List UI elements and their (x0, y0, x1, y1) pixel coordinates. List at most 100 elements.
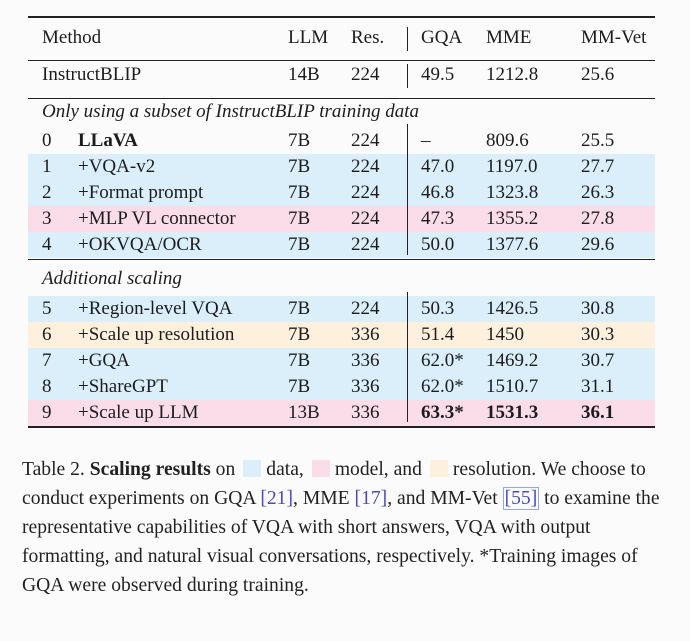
section1-title: Only using a subset of InstructBLIP trai… (42, 101, 420, 122)
row-mmvet: 36.1 (581, 402, 615, 423)
row-index: 1 (42, 156, 52, 177)
section1-rule (28, 259, 655, 260)
legend-data: data, (266, 459, 304, 480)
caption-text1: We choose to conduct experiments on GQA (22, 459, 646, 509)
header-mmvet: MM-Vet (581, 27, 647, 48)
row-index: 0 (42, 130, 52, 151)
caption-title: Scaling results (89, 459, 211, 480)
section2-vsep (407, 292, 408, 422)
baseline-rule (28, 98, 655, 99)
row-gqa: 46.8 (421, 182, 455, 203)
row-index: 5 (42, 298, 52, 319)
row-gqa: 62.0* (421, 350, 464, 371)
caption-text-and: , and (387, 488, 426, 509)
row-res: 336 (351, 376, 380, 397)
model-swatch (311, 460, 330, 477)
header-res: Res. (351, 27, 385, 48)
row-mme: 809.6 (486, 130, 529, 151)
row-gqa: 47.0 (421, 156, 455, 177)
row-method: +ShareGPT (78, 376, 168, 397)
row-mme: 1355.2 (486, 208, 539, 229)
row-res: 224 (351, 156, 380, 177)
caption-footnote: *Training images of GQA were observed du… (22, 546, 638, 596)
row-llm: 7B (288, 376, 311, 397)
row-res: 336 (351, 324, 380, 345)
header-vsep (407, 27, 408, 51)
row-index: 6 (42, 324, 52, 345)
baseline-row: InstructBLIP 14B 224 49.5 1212.8 25.6 (28, 62, 655, 88)
row-method: +Scale up LLM (78, 402, 199, 423)
header-llm: LLM (288, 27, 329, 48)
baseline-gqa: 49.5 (421, 64, 455, 85)
row-mmvet: 25.5 (581, 130, 615, 151)
row-mmvet: 30.7 (581, 350, 615, 371)
row-mme: 1531.3 (486, 402, 539, 423)
row-method: +VQA-v2 (78, 156, 156, 177)
row-res: 224 (351, 182, 380, 203)
table-caption: Table 2. Scaling results on data, model, a… (22, 455, 662, 600)
row-gqa: 50.0 (421, 234, 455, 255)
row-index: 8 (42, 376, 52, 397)
table-row: 6 +Scale up resolution 7B 336 51.4 1450 30.3 (28, 322, 655, 348)
caption-label: Table 2. (22, 459, 85, 480)
row-method: +Scale up resolution (78, 324, 235, 345)
caption-text-mmvet: MM-Vet (430, 488, 498, 509)
citation-mmvet[interactable]: [55] (502, 487, 540, 510)
row-res: 336 (351, 350, 380, 371)
row-res: 224 (351, 234, 380, 255)
row-method: +MLP VL connector (78, 208, 236, 229)
row-gqa: 47.3 (421, 208, 455, 229)
caption-text-mme: , MME (293, 488, 350, 509)
citation-gqa[interactable]: [21] (260, 488, 294, 509)
data-swatch (243, 460, 262, 477)
row-mme: 1450 (486, 324, 524, 345)
row-gqa: 63.3* (421, 402, 464, 423)
row-mmvet: 29.6 (581, 234, 615, 255)
table-row: 0 LLaVA 7B 224 – 809.6 25.5 (28, 128, 655, 154)
row-llm: 7B (288, 234, 311, 255)
row-mme: 1510.7 (486, 376, 539, 397)
baseline-vsep (407, 64, 408, 88)
row-res: 224 (351, 298, 380, 319)
table-row: 5 +Region-level VQA 7B 224 50.3 1426.5 30.8 (28, 296, 655, 322)
header-method: Method (42, 27, 102, 48)
row-llm: 7B (288, 130, 311, 151)
row-llm: 7B (288, 350, 311, 371)
row-llm: 7B (288, 156, 311, 177)
row-index: 9 (42, 402, 52, 423)
row-mme: 1323.8 (486, 182, 539, 203)
row-method: LLaVA (78, 130, 138, 151)
row-gqa: – (421, 130, 431, 151)
header-row: Method LLM Res. GQA MME MM-Vet (28, 25, 655, 51)
top-rule (28, 16, 655, 18)
header-rule (28, 60, 655, 61)
table-row: 8 +ShareGPT 7B 336 62.0* 1510.7 31.1 (28, 374, 655, 400)
row-llm: 7B (288, 324, 311, 345)
row-gqa: 51.4 (421, 324, 455, 345)
row-llm: 7B (288, 182, 311, 203)
baseline-mmvet: 25.6 (581, 64, 615, 85)
bottom-rule (28, 426, 655, 428)
resolution-swatch (429, 460, 448, 477)
header-gqa: GQA (421, 27, 463, 48)
baseline-res: 224 (351, 64, 380, 85)
row-mmvet: 30.8 (581, 298, 615, 319)
caption-on: on (215, 459, 236, 480)
table-row: 7 +GQA 7B 336 62.0* 1469.2 30.7 (28, 348, 655, 374)
table-row: 2 +Format prompt 7B 224 46.8 1323.8 26.3 (28, 180, 655, 206)
row-index: 7 (42, 350, 52, 371)
header-mme: MME (486, 27, 532, 48)
citation-mme[interactable]: [17] (354, 488, 388, 509)
table-row: 4 +OKVQA/OCR 7B 224 50.0 1377.6 29.6 (28, 232, 655, 258)
row-llm: 13B (288, 402, 320, 423)
row-method: +GQA (78, 350, 130, 371)
caption-text2: to examine the representative capabiliti… (22, 488, 660, 567)
section1-vsep (407, 124, 408, 255)
table-row: 3 +MLP VL connector 7B 224 47.3 1355.2 27.8 (28, 206, 655, 232)
row-gqa: 50.3 (421, 298, 455, 319)
baseline-mme: 1212.8 (486, 64, 539, 85)
row-mmvet: 30.3 (581, 324, 615, 345)
row-index: 2 (42, 182, 52, 203)
row-mme: 1426.5 (486, 298, 539, 319)
legend-resolution: resolution. (452, 459, 537, 480)
